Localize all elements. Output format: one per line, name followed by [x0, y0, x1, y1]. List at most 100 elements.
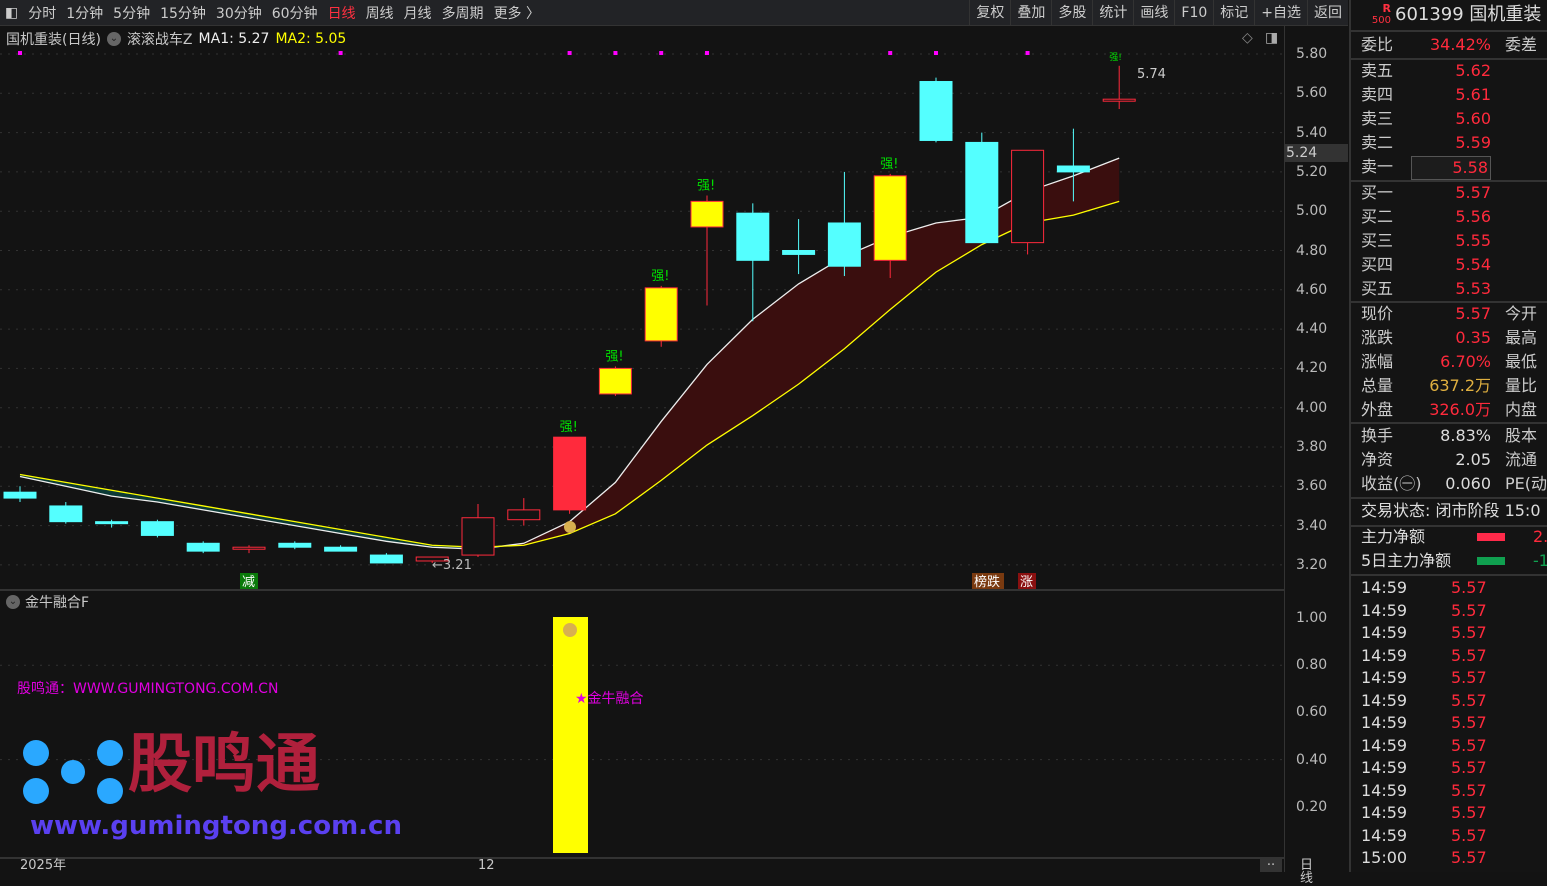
- chart-legend: 国机重装(日线) ⌄ 滚滚战车Z MA1: 5.27 MA2: 5.05: [6, 29, 346, 49]
- signal-dot: [659, 51, 664, 55]
- period-toolbar: ◧ 分时 1分钟 5分钟 15分钟 30分钟 60分钟 日线 周线 月线 多周期 更多 〉 复权 叠加多…: [0, 0, 1348, 26]
- period-tab[interactable]: 多周期: [441, 5, 484, 22]
- quote-label: 换手: [1361, 426, 1394, 445]
- quote-label: 买四: [1361, 255, 1394, 274]
- divider: [1351, 525, 1547, 527]
- period-tab[interactable]: 月线: [403, 5, 432, 22]
- tool-button[interactable]: 返回: [1307, 0, 1348, 26]
- sub-indicator-dropdown-icon[interactable]: ⌄: [6, 595, 20, 609]
- quote-value: 5.55: [1455, 231, 1491, 250]
- price-tick: 4.40: [1296, 321, 1328, 338]
- quote-row: 净资 2.05 流通: [1361, 449, 1547, 473]
- period-tab[interactable]: 日线: [327, 5, 356, 22]
- candle-body: [369, 554, 403, 564]
- tick-row: 14:59 5.57: [1361, 826, 1547, 846]
- candle-body: [782, 250, 816, 255]
- signal-dot: [338, 51, 343, 55]
- tick-price: 5.57: [1451, 690, 1487, 710]
- tick-row: 15:00 5.57: [1361, 848, 1547, 868]
- weibi-row: 委比 34.42% 委差: [1361, 34, 1547, 58]
- tool-button[interactable]: 画线: [1133, 0, 1174, 26]
- indicator-name: 滚滚战车Z: [126, 32, 193, 48]
- tick-price: 5.57: [1451, 758, 1487, 777]
- period-tab[interactable]: 1分钟: [66, 5, 104, 22]
- flow-bar: [1477, 533, 1505, 541]
- quote-row: 买三 5.55: [1361, 230, 1547, 254]
- tool-button[interactable]: 统计: [1092, 0, 1133, 26]
- quote-value: 8.83%: [1440, 426, 1491, 445]
- weibi-value: 34.42%: [1429, 35, 1491, 54]
- signal-dot: [934, 51, 938, 55]
- price-tick: 4.00: [1296, 399, 1328, 416]
- quote-label-right: 最高: [1505, 328, 1538, 347]
- diamond-icon[interactable]: ◇: [1242, 30, 1253, 46]
- flow-value: 2.: [1533, 527, 1547, 546]
- price-tick: 5.00: [1296, 203, 1328, 220]
- panel-toggle-icon[interactable]: ◧: [5, 4, 19, 21]
- sub-legend: ⌄ 金牛融合F: [6, 592, 89, 612]
- money-bag-icon: [563, 623, 577, 637]
- tick-price: 5.57: [1451, 825, 1487, 845]
- tick-time: 14:59: [1361, 780, 1408, 800]
- period-tab[interactable]: 30分钟: [215, 5, 262, 22]
- reduce-marker-bg: [240, 573, 258, 589]
- signal-dot: [613, 51, 618, 55]
- period-tab[interactable]: 更多 〉: [493, 5, 541, 22]
- r500-badge: 500: [1371, 15, 1391, 26]
- trade-status: 交易状态: 闭市阶段 15:0: [1361, 501, 1541, 520]
- ma2-value: MA2: 5.05: [275, 31, 347, 47]
- candle-body: [461, 517, 495, 556]
- quote-value: 637.2万: [1429, 376, 1491, 395]
- candlestick-chart[interactable]: 强! 强! 强! 强! 强! 强! 减 榜跌 涨 ←3.21 5.74: [0, 0, 1284, 857]
- quote-panel: R 500 601399 国机重装 委比 34.42% 委差 卖五 5.62 卖四 5.61 卖三 5…: [1349, 0, 1547, 872]
- quote-value: 0.35: [1455, 328, 1491, 347]
- candle-body: [232, 546, 266, 550]
- tool-button[interactable]: 标记: [1213, 0, 1254, 26]
- candle-body: [278, 542, 312, 548]
- quote-label: 买五: [1361, 279, 1394, 298]
- more-icon[interactable]: ··: [1260, 859, 1282, 872]
- quote-value: 326.0万: [1429, 400, 1491, 419]
- strong-signal-label: 强!: [560, 420, 578, 435]
- quote-row: 换手 8.83% 股本: [1361, 425, 1547, 449]
- signal-dot: [888, 51, 893, 55]
- tool-button[interactable]: F10: [1174, 0, 1213, 26]
- signal-dot: [18, 51, 22, 55]
- tool-button[interactable]: +自选: [1254, 0, 1307, 26]
- price-axis: [1284, 26, 1348, 872]
- tool-button[interactable]: 叠加: [1010, 0, 1051, 26]
- flow-label: 5日主力净额: [1361, 551, 1452, 570]
- candle-body: [827, 222, 861, 267]
- strong-signal-label: 强!: [1109, 52, 1122, 63]
- candle-body: [507, 509, 541, 521]
- period-tab[interactable]: 5分钟: [113, 5, 151, 22]
- tick-price: 5.57: [1451, 645, 1487, 665]
- quote-row: 买二 5.56: [1361, 206, 1547, 230]
- tool-button[interactable]: 多股: [1051, 0, 1092, 26]
- candle-body: [1011, 149, 1045, 244]
- flow-label: 主力净额: [1361, 527, 1426, 546]
- strong-signal-label: 强!: [880, 157, 898, 172]
- date-year: 2025年: [20, 858, 67, 873]
- stock-code-name: 601399 国机重装: [1395, 4, 1542, 25]
- sub-axis-tick: 0.60: [1296, 704, 1328, 721]
- period-tab[interactable]: 周线: [365, 5, 394, 22]
- reduce-marker: 减: [242, 575, 255, 590]
- tool-button[interactable]: 复权: [969, 0, 1010, 26]
- quote-label: 买三: [1361, 231, 1394, 250]
- period-tab[interactable]: 分时: [28, 5, 57, 22]
- period-tab[interactable]: 60分钟: [271, 5, 318, 22]
- quote-row: 卖一 5.58: [1361, 156, 1547, 180]
- ma1-value: MA1: 5.27: [198, 31, 270, 47]
- tick-time: 14:59: [1361, 623, 1408, 642]
- period-tab[interactable]: 15分钟: [160, 5, 206, 22]
- indicator-dropdown-icon[interactable]: ⌄: [106, 32, 121, 46]
- quote-label-right: 股本: [1505, 426, 1538, 445]
- layout-icon[interactable]: ◨: [1265, 30, 1279, 46]
- tick-price: 5.57: [1451, 780, 1487, 800]
- period-label[interactable]: 日线: [1300, 858, 1314, 886]
- quote-label-right: 量比: [1505, 376, 1538, 395]
- tick-row: 14:59 5.57: [1361, 781, 1547, 801]
- tick-time: 14:59: [1361, 668, 1408, 687]
- tick-price: 5.57: [1451, 623, 1487, 642]
